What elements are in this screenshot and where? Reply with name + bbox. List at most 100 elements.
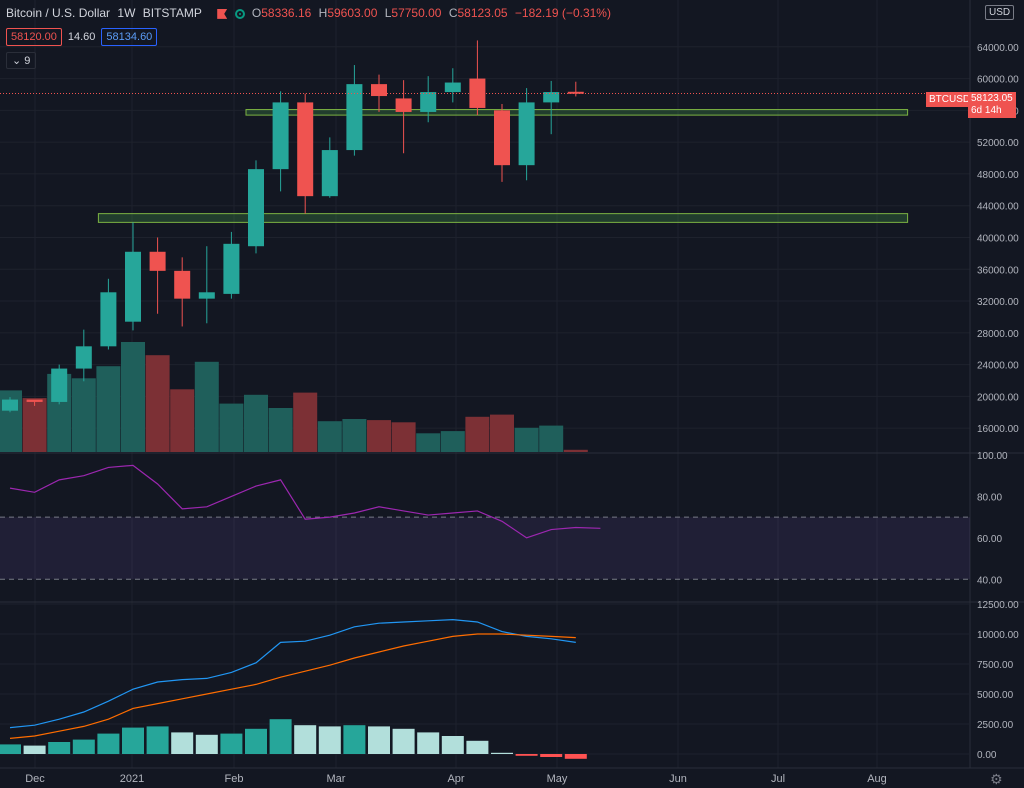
- macd-histogram-bar: [48, 742, 70, 754]
- price-axis-label: 40000.00: [977, 233, 1019, 244]
- bid-ask-panel: 58120.00 14.60 58134.60: [6, 28, 157, 46]
- macd-histogram-bar: [196, 735, 218, 754]
- macd-histogram-bar: [220, 734, 242, 754]
- currency-button[interactable]: USD: [985, 5, 1014, 20]
- candle-body: [199, 292, 215, 298]
- price-axis-label: 52000.00: [977, 138, 1019, 149]
- interval-label[interactable]: 1W: [117, 6, 135, 20]
- candle-body: [396, 98, 412, 112]
- x-axis-label: May: [547, 773, 568, 785]
- volume-bar: [564, 450, 588, 452]
- candle-body: [297, 102, 313, 196]
- macd-histogram-bar: [122, 728, 144, 754]
- price-axis-label: 32000.00: [977, 297, 1019, 308]
- candle-body: [174, 271, 190, 299]
- indicators-count: 9: [24, 55, 30, 67]
- change-value: −182.19 (−0.31%): [515, 6, 611, 20]
- x-axis-label: Mar: [327, 773, 346, 785]
- volume-bar: [72, 378, 96, 452]
- macd-histogram-bar: [73, 740, 95, 754]
- volume-bar: [490, 415, 514, 452]
- chevron-down-icon: ⌄: [12, 55, 21, 67]
- open-value: 58336.16: [261, 6, 311, 20]
- volume-bar: [539, 426, 563, 452]
- price-axis-label: 36000.00: [977, 265, 1019, 276]
- price-axis-label: 16000.00: [977, 424, 1019, 435]
- macd-axis-label: 12500.00: [977, 600, 1019, 611]
- candle-body: [51, 369, 67, 402]
- macd-axis-label: 2500.00: [977, 720, 1014, 731]
- exchange-label: BITSTAMP: [143, 6, 202, 20]
- candle-body: [150, 252, 166, 271]
- macd-axis-label: 0.00: [977, 750, 997, 761]
- rsi-axis-label: 60.00: [977, 534, 1002, 545]
- macd-histogram-bar: [516, 754, 538, 756]
- rsi-axis-label: 40.00: [977, 575, 1002, 586]
- spread-value: 14.60: [68, 31, 96, 43]
- x-axis-label: Jul: [771, 773, 785, 785]
- volume-bar: [318, 421, 342, 452]
- price-axis-label: 24000.00: [977, 361, 1019, 372]
- volume-bar: [121, 342, 145, 452]
- candle-body: [494, 110, 510, 165]
- macd-histogram-bar: [368, 726, 390, 754]
- candle-body: [543, 92, 559, 102]
- volume-bar: [515, 428, 539, 452]
- macd-histogram-bar: [491, 753, 513, 754]
- candle-body: [248, 169, 264, 246]
- price-tag-value: 58123.05: [971, 93, 1013, 105]
- high-label: H: [319, 6, 328, 20]
- buy-price-button[interactable]: 58134.60: [101, 28, 157, 46]
- volume-bar: [342, 419, 366, 452]
- candle-body: [223, 244, 239, 294]
- macd-histogram-bar: [442, 736, 464, 754]
- macd-histogram-bar: [565, 754, 587, 759]
- symbol-title[interactable]: Bitcoin / U.S. Dollar: [6, 6, 110, 20]
- rsi-axis-label: 100.00: [977, 451, 1008, 462]
- candle-body: [519, 102, 535, 165]
- candle-body: [100, 292, 116, 346]
- x-axis-label: Feb: [225, 773, 244, 785]
- macd-histogram-bar: [270, 719, 292, 754]
- x-axis-label: Dec: [25, 773, 45, 785]
- market-status-icon[interactable]: [235, 9, 245, 19]
- price-tag-countdown: 6d 14h: [971, 105, 1013, 117]
- price-tag-symbol: BTCUSD: [926, 92, 973, 107]
- volume-bar: [441, 431, 465, 452]
- candle-body: [346, 84, 362, 150]
- macd-histogram-bar: [319, 726, 341, 754]
- volume-bar: [293, 393, 317, 452]
- volume-bar: [195, 362, 219, 452]
- macd-histogram-bar: [540, 754, 562, 757]
- open-label: O: [252, 6, 261, 20]
- macd-histogram-bar: [0, 744, 21, 754]
- high-value: 59603.00: [327, 6, 377, 20]
- volume-bar: [465, 417, 489, 452]
- macd-axis-label: 5000.00: [977, 690, 1014, 701]
- macd-axis-label: 7500.00: [977, 660, 1014, 671]
- candle-body: [322, 150, 338, 196]
- macd-histogram-bar: [466, 741, 488, 754]
- flag-icon[interactable]: [217, 9, 227, 19]
- macd-histogram-bar: [171, 732, 193, 754]
- indicators-toggle[interactable]: ⌄ 9: [6, 52, 36, 69]
- volume-bar: [219, 404, 243, 452]
- volume-bar: [269, 408, 293, 452]
- candle-body: [371, 84, 387, 96]
- low-value: 57750.00: [391, 6, 441, 20]
- volume-bar: [96, 366, 120, 452]
- gear-icon[interactable]: ⚙: [990, 771, 1003, 788]
- candle-body: [125, 252, 141, 322]
- volume-bar: [23, 398, 47, 452]
- price-axis-label: 20000.00: [977, 392, 1019, 403]
- price-axis-label: 48000.00: [977, 170, 1019, 181]
- support-zone: [246, 110, 908, 116]
- macd-histogram-bar: [393, 729, 415, 754]
- x-axis-label: Apr: [447, 773, 464, 785]
- macd-histogram-bar: [294, 725, 316, 754]
- signal-line: [10, 634, 576, 738]
- price-axis-label: 44000.00: [977, 202, 1019, 213]
- sell-price-button[interactable]: 58120.00: [6, 28, 62, 46]
- candle-body: [273, 102, 289, 169]
